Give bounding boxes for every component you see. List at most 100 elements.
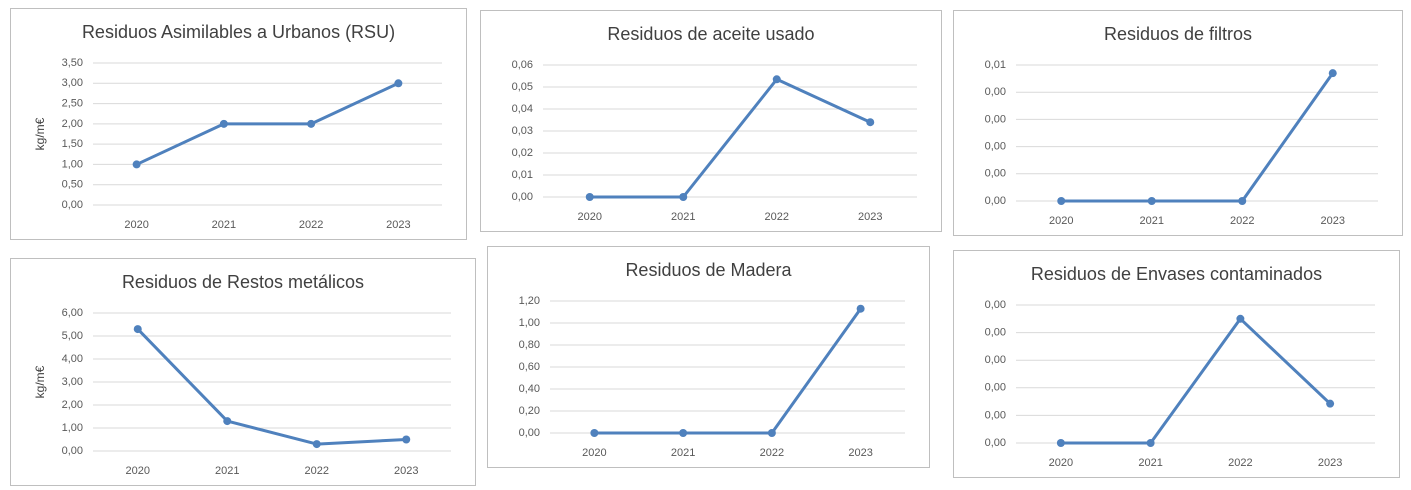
data-point — [1056, 439, 1065, 447]
data-point — [132, 160, 141, 169]
chart-panel: Residuos Asimilables a Urbanos (RSU) kg/m… — [10, 8, 467, 240]
x-tick-label: 2020 — [1049, 457, 1073, 469]
x-tick-label: 2022 — [1230, 215, 1254, 227]
x-tick-label: 2020 — [1049, 215, 1073, 227]
y-tick-label: 1,00 — [62, 422, 83, 434]
y-tick-label: 6,00 — [62, 307, 83, 319]
x-tick-label: 2021 — [671, 447, 695, 459]
y-tick-label: 3,00 — [62, 376, 83, 388]
y-tick-label: 2,50 — [62, 97, 83, 109]
y-tick-label: 1,50 — [62, 138, 83, 150]
x-tick-label: 2021 — [1138, 457, 1162, 469]
x-tick-label: 2021 — [1140, 215, 1164, 227]
data-point — [1326, 399, 1335, 408]
chart-title: Residuos de filtros — [1104, 24, 1252, 44]
data-point — [394, 79, 403, 88]
x-tick-label: 2023 — [386, 219, 410, 231]
x-tick-label: 2022 — [299, 219, 323, 231]
y-tick-label: 0,05 — [512, 81, 533, 93]
chart-title: Residuos de Restos metálicos — [122, 272, 364, 292]
y-tick-label: 0,20 — [519, 405, 540, 417]
x-tick-label: 2021 — [671, 211, 695, 223]
data-point — [1236, 314, 1245, 323]
y-tick-label: 0,00 — [62, 445, 83, 457]
data-point — [590, 429, 599, 437]
y-tick-label: 0,00 — [985, 382, 1006, 394]
chart-panel: Residuos de Madera 0,00 0,20 0,40 0,60 0,80 1,… — [487, 246, 930, 468]
y-tick-label: 0,80 — [519, 339, 540, 351]
chart: Residuos Asimilables a Urbanos (RSU) kg/m… — [33, 22, 442, 231]
x-tick-label: 2020 — [126, 465, 150, 477]
chart-title: Residuos de aceite usado — [607, 24, 814, 44]
x-tick-label: 2022 — [305, 465, 329, 477]
y-tick-label: 5,00 — [62, 330, 83, 342]
chart-title: Residuos Asimilables a Urbanos (RSU) — [82, 22, 395, 42]
y-tick-label: 1,00 — [519, 317, 540, 329]
x-tick-label: 2020 — [582, 447, 606, 459]
y-tick-label: 0,00 — [62, 199, 83, 211]
x-tick-label: 2020 — [124, 219, 148, 231]
x-tick-label: 2023 — [858, 211, 882, 223]
chart-panel: Residuos de Envases contaminados 0,00 0,00… — [953, 250, 1400, 478]
data-point — [402, 435, 411, 444]
data-point — [1147, 197, 1156, 205]
chart: Residuos de Envases contaminados 0,00 0,00… — [985, 264, 1375, 469]
data-point — [585, 193, 594, 201]
y-tick-label: 0,01 — [512, 169, 533, 181]
y-tick-label: 0,00 — [512, 191, 533, 203]
x-tick-label: 2023 — [394, 465, 418, 477]
x-tick-label: 2022 — [760, 447, 784, 459]
data-point — [1238, 197, 1247, 205]
y-tick-label: 2,00 — [62, 399, 83, 411]
y-tick-label: 0,00 — [985, 141, 1006, 153]
y-tick-label: 3,00 — [62, 77, 83, 89]
x-tick-label: 2020 — [578, 211, 602, 223]
x-tick-label: 2022 — [765, 211, 789, 223]
data-point — [312, 440, 321, 449]
x-tick-label: 2023 — [1318, 457, 1342, 469]
data-line — [1061, 72, 1334, 203]
data-point — [219, 119, 228, 128]
y-tick-label: 2,00 — [62, 118, 83, 130]
y-tick-label: 0,01 — [985, 59, 1006, 71]
y-tick-label: 0,00 — [985, 168, 1006, 180]
data-point — [767, 429, 776, 437]
data-line — [594, 307, 862, 435]
data-point — [856, 304, 865, 313]
y-tick-label: 1,00 — [62, 158, 83, 170]
data-point — [307, 119, 316, 128]
y-tick-label: 0,04 — [512, 103, 533, 115]
y-axis-label: kg/m€ — [33, 365, 47, 398]
chart-title: Residuos de Envases contaminados — [1031, 264, 1322, 284]
x-tick-label: 2021 — [212, 219, 236, 231]
chart-panel: Residuos de filtros 0,00 0,00 0,00 0,00 0,00 0… — [953, 10, 1403, 236]
data-line — [1060, 317, 1332, 445]
y-tick-label: 0,00 — [985, 195, 1006, 207]
y-tick-label: 0,03 — [512, 125, 533, 137]
y-tick-label: 3,50 — [62, 57, 83, 69]
chart: Residuos de Restos metálicos kg/m€ 0,00 1,0… — [33, 272, 451, 477]
data-point — [679, 193, 688, 201]
y-tick-label: 0,00 — [985, 327, 1006, 339]
data-point — [1328, 69, 1337, 78]
data-line — [135, 81, 400, 166]
y-tick-label: 0,00 — [985, 409, 1006, 421]
y-tick-label: 1,20 — [519, 295, 540, 307]
data-point — [679, 429, 688, 437]
chart-title: Residuos de Madera — [625, 260, 792, 280]
y-tick-label: 4,00 — [62, 353, 83, 365]
chart: Residuos de aceite usado 0,00 0,01 0,02 0,03… — [512, 24, 917, 223]
x-tick-label: 2021 — [215, 465, 239, 477]
data-line — [136, 328, 407, 446]
data-point — [772, 75, 781, 84]
chart-panel: Residuos de Restos metálicos kg/m€ 0,00 1,0… — [10, 258, 476, 486]
y-tick-label: 0,00 — [519, 427, 540, 439]
y-tick-label: 0,40 — [519, 383, 540, 395]
x-tick-label: 2022 — [1228, 457, 1252, 469]
data-point — [866, 118, 875, 127]
chart: Residuos de filtros 0,00 0,00 0,00 0,00 0,00 0… — [985, 24, 1378, 227]
data-line — [589, 77, 871, 199]
x-tick-label: 2023 — [848, 447, 872, 459]
y-tick-label: 0,50 — [62, 179, 83, 191]
